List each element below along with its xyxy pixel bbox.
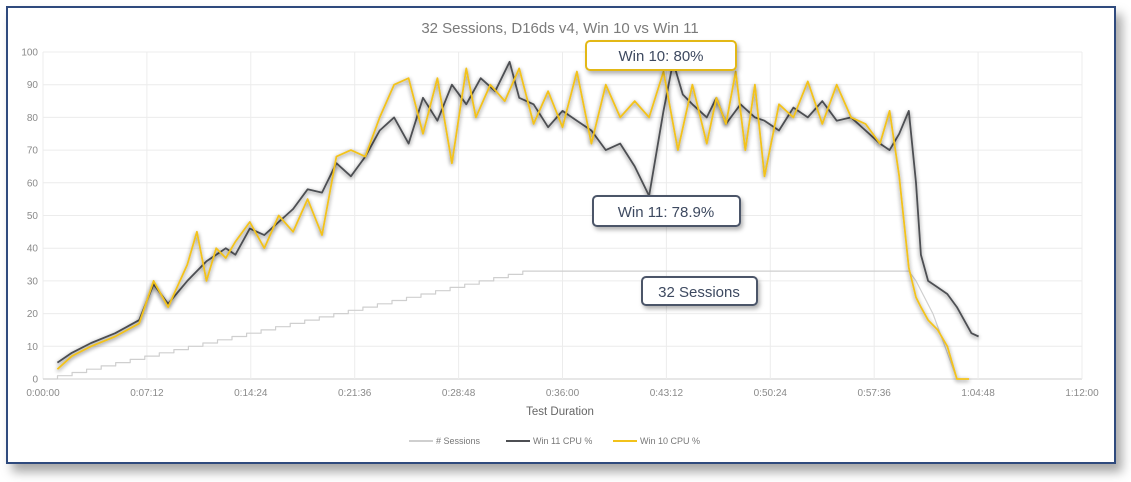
y-tick-label: 10: [27, 342, 39, 353]
x-tick-label: 0:00:00: [26, 388, 60, 399]
callout-sessions: 32 Sessions: [641, 276, 758, 306]
legend-item-win11: Win 11 CPU %: [506, 436, 592, 446]
legend-label-win11: Win 11 CPU %: [533, 436, 592, 446]
callout-sessions-text: 32 Sessions: [658, 284, 740, 301]
x-tick-label: 0:36:00: [546, 388, 580, 399]
legend-label-win10: Win 10 CPU %: [640, 436, 700, 446]
y-tick-label: 30: [27, 276, 39, 287]
x-tick-label: 1:04:48: [961, 388, 995, 399]
y-tick-label: 100: [21, 48, 38, 59]
y-tick-label: 70: [27, 146, 39, 157]
x-tick-label: 0:50:24: [754, 388, 788, 399]
x-tick-label: 0:57:36: [858, 388, 892, 399]
x-tick-label: 0:21:36: [338, 388, 372, 399]
series-line-win10: [56, 67, 969, 380]
y-tick-label: 0: [32, 375, 38, 386]
y-axis-ticks: 0 10 20 30 40 50 60 70 80 90 100: [21, 48, 38, 386]
callout-win11-text: Win 11: 78.9%: [618, 204, 714, 221]
x-tick-label: 0:28:48: [442, 388, 476, 399]
series-line-sessions: [43, 270, 958, 380]
x-axis-title: Test Duration: [526, 406, 594, 418]
legend-item-sessions: # Sessions: [409, 436, 481, 446]
y-tick-label: 90: [27, 80, 39, 91]
legend-label-sessions: # Sessions: [436, 436, 481, 446]
callout-win10-text: Win 10: 80%: [618, 48, 703, 65]
y-tick-label: 40: [27, 244, 39, 255]
callout-win11: Win 11: 78.9%: [592, 195, 741, 227]
y-tick-label: 50: [27, 211, 39, 222]
legend-item-win10: Win 10 CPU %: [613, 436, 700, 446]
y-tick-label: 80: [27, 113, 39, 124]
chart-frame: [6, 6, 1116, 464]
callout-win10: Win 10: 80%: [585, 40, 737, 71]
x-tick-label: 0:07:12: [130, 388, 164, 399]
series-lines: [43, 60, 979, 380]
x-tick-label: 0:43:12: [650, 388, 684, 399]
y-tick-label: 60: [27, 178, 39, 189]
x-axis-ticks: 0:00:00 0:07:12 0:14:24 0:21:36 0:28:48 0:36:…: [26, 388, 1099, 399]
x-tick-label: 0:14:24: [234, 388, 268, 399]
chart-title: 32 Sessions, D16ds v4, Win 10 vs Win 11: [421, 20, 698, 37]
series-line-win11: [56, 60, 979, 364]
gridlines: [42, 51, 1083, 380]
y-tick-label: 20: [27, 309, 39, 320]
x-tick-label: 1:12:00: [1065, 388, 1099, 399]
legend: # Sessions Win 11 CPU % Win 10 CPU %: [409, 436, 700, 446]
